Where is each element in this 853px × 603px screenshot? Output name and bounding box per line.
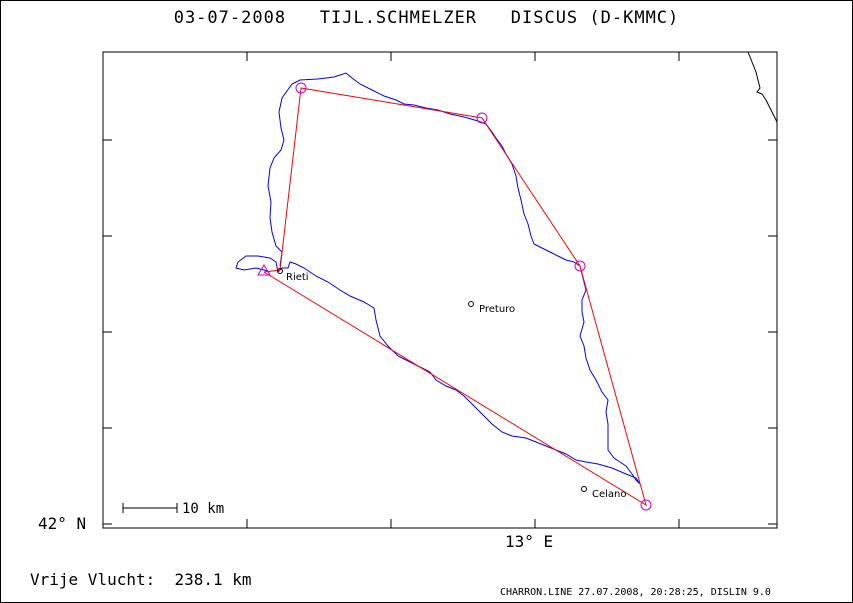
task-line (263, 87, 647, 507)
latitude-label: 42° N (38, 514, 87, 533)
cities: Rieti Preturo Celano (277, 268, 627, 500)
city-label-rieti: Rieti (286, 272, 309, 283)
turnpoint-marker (476, 112, 488, 124)
turnpoint-marker (640, 499, 652, 511)
coastline (747, 51, 778, 123)
longitude-label: 13° E (505, 532, 554, 551)
software-footer: CHARRON.LINE 27.07.2008, 20:28:25, DISLI… (500, 587, 771, 598)
city-marker-preturo (468, 301, 474, 307)
scale-bar-label: 10 km (182, 501, 224, 517)
city-marker-rieti (277, 268, 283, 274)
turnpoints (257, 82, 652, 511)
map-frame (102, 51, 778, 529)
lon-ticks (246, 52, 680, 528)
lat-ticks (103, 139, 777, 525)
city-marker-celano (581, 486, 587, 492)
city-label-celano: Celano (592, 489, 627, 500)
city-label-preturo: Preturo (479, 304, 515, 315)
flight-track (235, 72, 641, 485)
start-triangle (257, 264, 271, 276)
turnpoint-marker (295, 82, 307, 94)
turnpoint-marker (574, 260, 586, 272)
flight-title: 03-07-2008 TIJL.SCHMELZER DISCUS (D-KMMC… (173, 8, 680, 28)
scale-bar: 10 km (122, 501, 224, 517)
distance-summary: Vrije Vlucht: 238.1 km (30, 570, 252, 589)
